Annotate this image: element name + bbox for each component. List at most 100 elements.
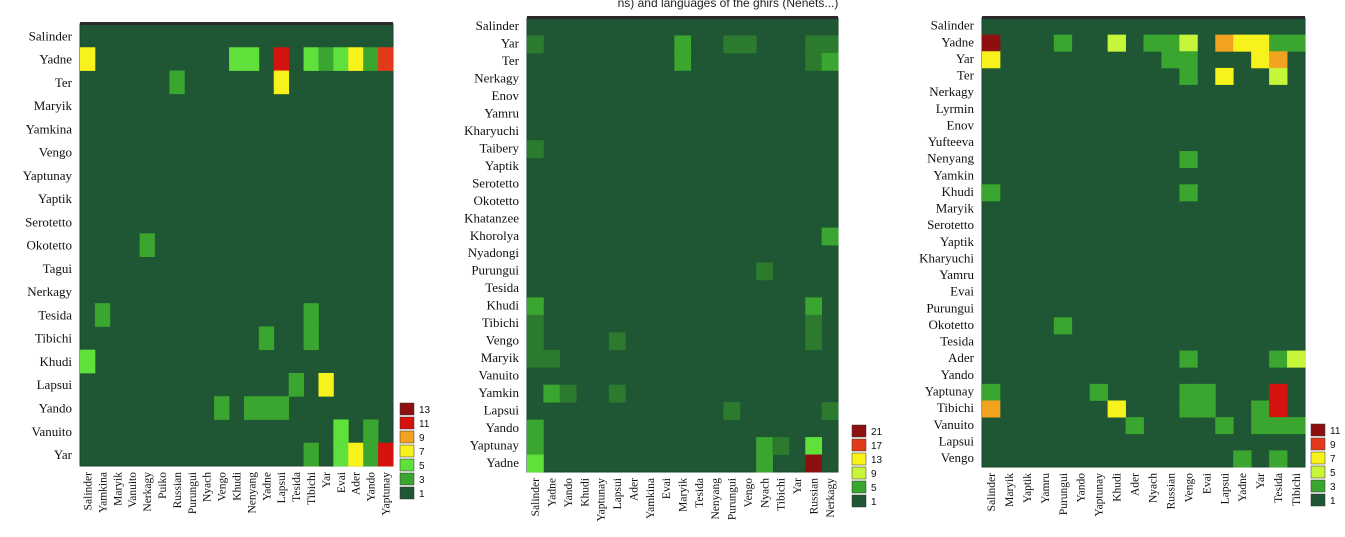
- heatmap-cell: [608, 332, 626, 351]
- column-label: Yadne: [1237, 473, 1249, 502]
- heatmap-cell: [821, 35, 839, 54]
- row-label: Serotetto: [25, 214, 72, 229]
- row-label: Maryik: [481, 350, 520, 365]
- row-label: Tagui: [43, 261, 73, 276]
- column-label: Nerkagy: [142, 472, 154, 512]
- column-label: Maryik: [678, 478, 690, 512]
- heatmap-cell: [527, 454, 544, 473]
- row-label: Okotetto: [474, 193, 520, 208]
- heatmap-cell: [1215, 67, 1234, 85]
- row-label: Yando: [39, 400, 72, 415]
- legend-label: 17: [871, 441, 883, 452]
- heatmap-cell: [1251, 34, 1270, 52]
- heatmap-cell: [527, 332, 544, 351]
- heatmap-cell: [739, 35, 757, 54]
- row-label: Yaptunay: [23, 168, 73, 183]
- row-label: Nerkagy: [929, 84, 974, 99]
- heatmap-cell: [1089, 383, 1109, 401]
- heatmap-cell: [303, 47, 319, 71]
- heatmap-cell: [1197, 383, 1216, 401]
- column-label: Khudi: [1112, 473, 1124, 502]
- legend-swatch: [851, 438, 867, 452]
- row-label: Purungui: [926, 300, 974, 315]
- row-label: Khorolya: [470, 228, 519, 243]
- heatmap-cell: [527, 297, 544, 316]
- row-label: Salinder: [476, 18, 520, 33]
- row-label: Yaptunay: [925, 383, 975, 398]
- column-label: Vengo: [743, 478, 755, 508]
- heatmap-cell: [674, 52, 692, 71]
- heatmap-cell: [559, 384, 577, 403]
- heatmap-cell: [982, 400, 1001, 418]
- row-label: Nenyang: [927, 151, 974, 166]
- row-label: Yaptik: [38, 191, 73, 206]
- row-label: Salinder: [29, 28, 73, 43]
- heatmap-cell: [303, 303, 319, 327]
- row-label: Vengo: [486, 333, 519, 348]
- heatmap-cell: [1287, 417, 1306, 435]
- heatmap-cell: [1269, 350, 1288, 368]
- heatmap-cell: [805, 52, 823, 71]
- row-label: Yamkina: [26, 121, 73, 136]
- row-label: Maryik: [34, 98, 73, 113]
- legend-swatch: [1310, 423, 1326, 437]
- row-label: Khudi: [942, 184, 975, 199]
- column-label: Yar: [1255, 473, 1267, 489]
- row-label: Khatanzee: [464, 210, 519, 225]
- row-label: Yando: [941, 367, 974, 382]
- legend-label: 13: [419, 405, 431, 416]
- column-label: Vengo: [1183, 473, 1195, 503]
- column-label: Lapsui: [612, 478, 624, 509]
- row-label: Ter: [957, 68, 975, 83]
- column-label: Khudi: [232, 472, 244, 501]
- row-label: Yaptunay: [470, 437, 520, 452]
- legend-swatch: [1310, 465, 1326, 479]
- row-label: Yamru: [484, 106, 519, 121]
- row-label: Yadne: [39, 52, 72, 67]
- heatmap-cell: [805, 297, 823, 316]
- heatmap-cell: [1287, 350, 1306, 368]
- column-label: Lapsui: [1219, 473, 1231, 504]
- row-label: Lyrmin: [936, 101, 975, 116]
- heatmap-cell: [982, 51, 1001, 69]
- column-label: Tibichi: [306, 472, 318, 505]
- column-label: Evai: [1201, 473, 1213, 494]
- legend-label: 3: [1330, 482, 1336, 493]
- row-label: Yamru: [939, 267, 974, 282]
- legend-label: 7: [1330, 454, 1336, 465]
- column-label: Yando: [1076, 473, 1088, 503]
- heatmap-cell: [1107, 400, 1126, 418]
- legend-swatch: [851, 452, 867, 466]
- column-label: Tibichi: [776, 478, 788, 511]
- heatmap-cell: [982, 34, 1001, 52]
- legend-label: 3: [419, 475, 425, 486]
- heatmap-cell: [756, 262, 773, 281]
- legend-swatch: [1310, 451, 1326, 465]
- heatmap-cell: [1251, 400, 1270, 418]
- heatmap-cell: [1269, 400, 1288, 418]
- heatmap-panel-1: SalinderYadneTerMaryikYamkinaVengoYaptun…: [23, 22, 431, 516]
- column-label: Salinder: [986, 473, 998, 511]
- row-label: Yar: [501, 36, 520, 51]
- heatmap-cell: [756, 437, 773, 455]
- heatmap-cell: [273, 70, 290, 95]
- row-label: Vanuito: [934, 417, 974, 432]
- legend-label: 9: [871, 469, 877, 480]
- heatmap-cell: [273, 396, 290, 420]
- legend-label: 7: [419, 447, 425, 458]
- column-label: Tibichi: [1291, 473, 1303, 506]
- heatmap-cell: [333, 47, 349, 71]
- column-label: Tesida: [694, 478, 706, 508]
- column-label: Russian: [808, 478, 820, 515]
- row-label: Yar: [956, 51, 975, 66]
- column-label: Maryik: [112, 472, 124, 506]
- column-label: Yaptunay: [1094, 473, 1106, 517]
- heatmap-cell: [1251, 417, 1270, 435]
- heatmap-cell: [348, 47, 364, 71]
- heatmap-cell: [303, 326, 319, 351]
- row-label: Lapsui: [37, 377, 73, 392]
- heatmap-cell: [1161, 34, 1180, 52]
- column-label: Yadne: [261, 472, 273, 501]
- heatmap-cell: [273, 47, 290, 71]
